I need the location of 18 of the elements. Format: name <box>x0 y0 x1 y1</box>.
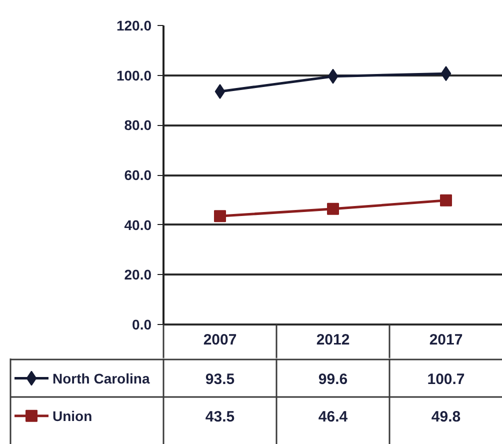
data-label: 43.5 <box>205 408 235 426</box>
data-label: 49.8 <box>431 408 461 426</box>
x-tick-label: 2017 <box>429 332 463 348</box>
data-label: 93.5 <box>205 370 235 388</box>
y-tick-label: 40.0 <box>124 216 152 233</box>
x-tick-label: 2007 <box>203 332 237 348</box>
data-label: 46.4 <box>318 408 348 426</box>
y-tick-label: 80.0 <box>124 117 152 134</box>
y-tick-label: 0.0 <box>132 316 152 332</box>
legend-label: Union <box>52 408 92 424</box>
y-tick-label: 120.0 <box>116 18 152 34</box>
y-tick-label: 20.0 <box>124 266 152 283</box>
y-tick-label: 60.0 <box>124 167 152 183</box>
data-label: 99.6 <box>318 370 348 388</box>
x-tick-label: 2012 <box>316 332 350 348</box>
y-tick-label: 100.0 <box>116 67 152 84</box>
legend-label: North Carolina <box>52 370 150 386</box>
data-label: 100.7 <box>427 370 465 388</box>
